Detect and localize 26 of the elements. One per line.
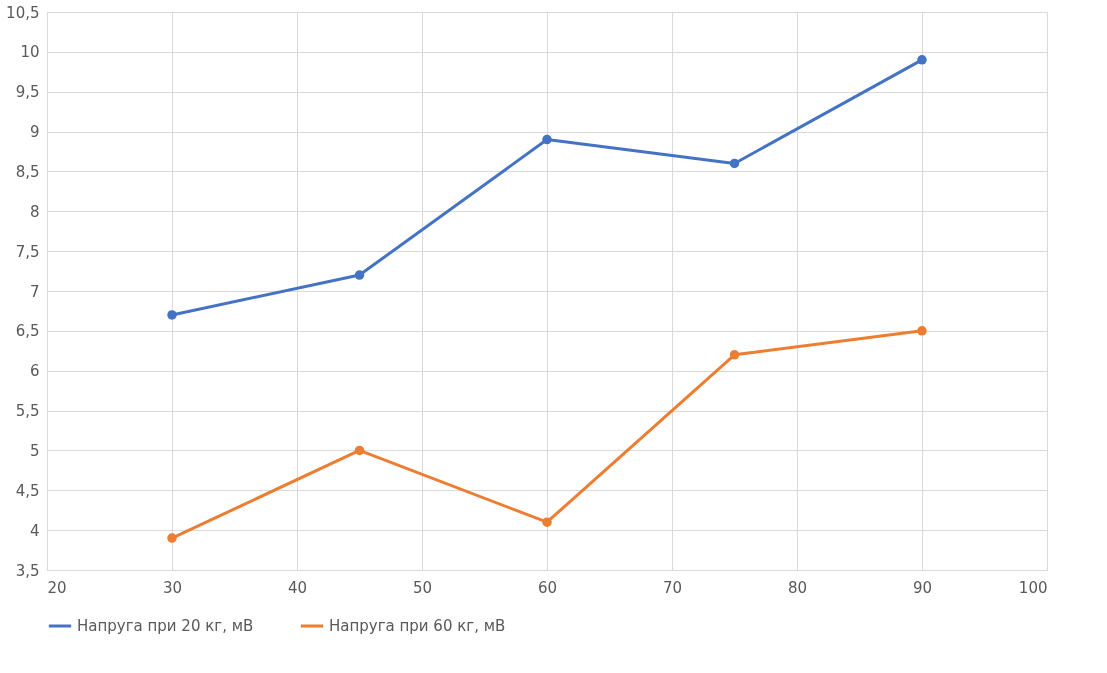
legend-label: Напруга при 60 кг, мВ (329, 617, 506, 635)
y-tick-label: 8,5 (15, 162, 40, 181)
y-tick-label: 4,5 (15, 481, 40, 500)
y-tick-label: 3,5 (15, 561, 40, 580)
y-tick-label: 6 (29, 362, 40, 381)
y-tick-label: 7,5 (15, 242, 40, 261)
y-tick-label: 8 (29, 202, 40, 221)
x-tick-label: 100 (1018, 578, 1048, 597)
x-tick-label: 40 (287, 578, 308, 597)
y-tick-label: 9,5 (15, 83, 40, 102)
y-tick-label: 9 (29, 123, 40, 142)
y-tick-label: 5,5 (15, 402, 40, 421)
x-tick-label: 50 (412, 578, 433, 597)
y-tick-label: 6,5 (15, 322, 40, 341)
y-tick-label: 5 (29, 441, 40, 460)
y-tick-label: 10 (20, 43, 40, 62)
x-tick-label: 30 (162, 578, 183, 597)
legend-label: Напруга при 20 кг, мВ (77, 617, 254, 635)
x-tick-label: 20 (47, 578, 67, 597)
y-tick-label: 10,5 (6, 3, 40, 22)
x-tick-label: 60 (537, 578, 558, 597)
y-tick-label: 7 (29, 282, 40, 301)
x-tick-label: 70 (662, 578, 683, 597)
x-tick-label: 80 (787, 578, 808, 597)
y-tick-label: 4 (29, 521, 40, 540)
x-tick-label: 90 (912, 578, 933, 597)
